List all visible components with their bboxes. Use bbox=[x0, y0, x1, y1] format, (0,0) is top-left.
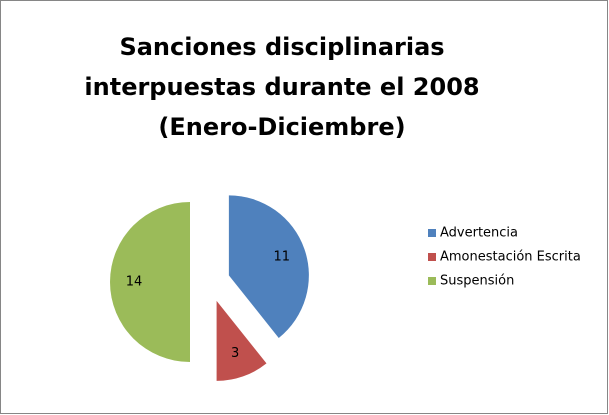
legend-swatch bbox=[428, 253, 436, 261]
data-label: 14 bbox=[126, 275, 143, 290]
chart-title: Sanciones disciplinarias bbox=[119, 33, 444, 61]
data-label: 3 bbox=[231, 346, 239, 361]
pie-slice bbox=[216, 300, 267, 381]
legend-swatch bbox=[428, 277, 436, 285]
legend-label: Advertencia bbox=[440, 226, 518, 241]
pie-slice bbox=[110, 202, 190, 362]
legend-swatch bbox=[428, 229, 436, 237]
chart-title: interpuestas durante el 2008 bbox=[84, 73, 479, 101]
legend-label: Amonestación Escrita bbox=[440, 250, 581, 265]
data-label: 11 bbox=[273, 249, 290, 264]
pie-slice bbox=[228, 195, 309, 338]
legend-label: Suspensión bbox=[440, 274, 514, 289]
chart-title: (Enero-Diciembre) bbox=[158, 113, 405, 141]
